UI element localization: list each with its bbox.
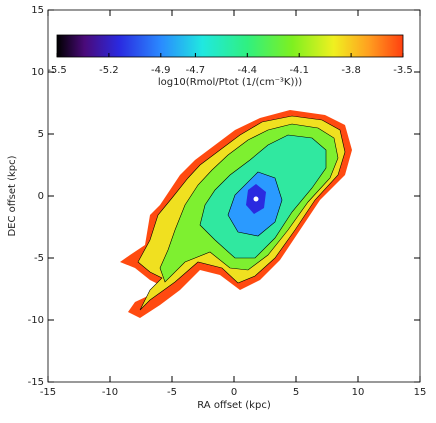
x-tick-label: -10 (102, 387, 118, 398)
colorbar-tick-label: -4.4 (238, 65, 258, 76)
colorbar-label: log10(Rmol/Ptot (1/(cm⁻³K))) (158, 77, 302, 88)
colorbar-tick-label: -4.7 (186, 65, 206, 76)
colorbar-tick-label: -5.2 (99, 65, 119, 76)
x-tick-label: 10 (352, 387, 365, 398)
x-tick-label: 0 (231, 387, 237, 398)
x-axis-label: RA offset (kpc) (197, 400, 271, 411)
contour-map (120, 110, 352, 318)
y-tick-label: 5 (38, 129, 44, 140)
x-tick-label: 5 (293, 387, 299, 398)
y-tick-label: -15 (28, 377, 44, 388)
colorbar-tick-label: -4.1 (289, 65, 309, 76)
colorbar-tick-label: -3.5 (393, 65, 413, 76)
y-tick-label: 0 (38, 191, 44, 202)
x-tick-label: -5 (167, 387, 177, 398)
x-tick-label: -15 (40, 387, 56, 398)
y-tick-label: 15 (31, 5, 44, 16)
colorbar-tick-label: -5.5 (47, 65, 67, 76)
colorbar-tick-label: -4.9 (151, 65, 171, 76)
y-tick-label: 10 (31, 67, 44, 78)
colorbar-tick-label: -3.8 (341, 65, 361, 76)
colorbar (56, 34, 404, 58)
y-axis-label: DEC offset (kpc) (7, 155, 18, 236)
x-tick-label: 15 (414, 387, 427, 398)
y-tick-label: -10 (28, 315, 44, 326)
y-tick-label: -5 (34, 253, 44, 264)
